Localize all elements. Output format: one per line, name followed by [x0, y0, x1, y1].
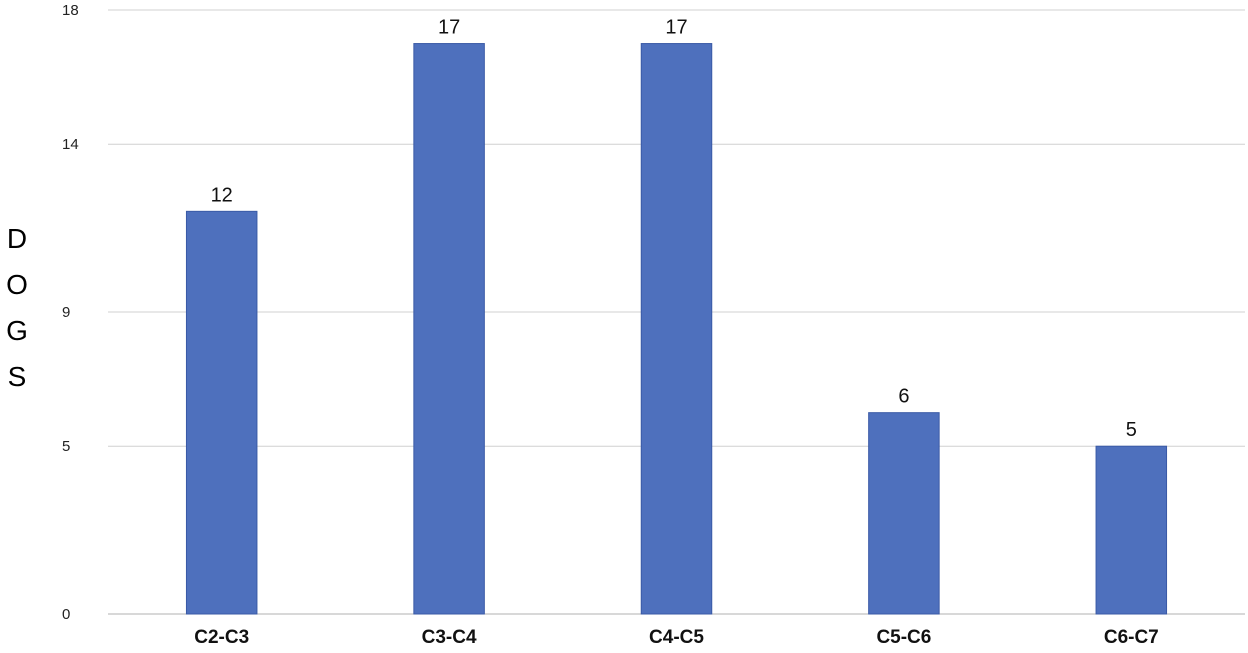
- bars: [185, 43, 1168, 615]
- x-tick-label: C3-C4: [422, 627, 477, 648]
- y-tick-label: 0: [62, 606, 70, 623]
- x-tick-label: C4-C5: [649, 627, 704, 648]
- data-label: 17: [438, 17, 460, 39]
- y-axis-ticks: 0 5 9 14 18: [62, 2, 79, 623]
- y-axis-label-letter: O: [6, 269, 28, 300]
- bar-c2-c3: [185, 210, 258, 615]
- x-tick-label: C5-C6: [876, 627, 931, 648]
- x-tick-label: C2-C3: [194, 627, 249, 648]
- y-tick-label: 5: [62, 438, 70, 455]
- bar-c4-c5: [640, 43, 713, 615]
- bar-c5-c6: [868, 412, 940, 615]
- y-tick-label: 9: [62, 304, 70, 321]
- y-axis-label-letter: S: [8, 361, 27, 392]
- y-axis-label-letter: G: [6, 315, 28, 346]
- x-tick-label: C6-C7: [1104, 627, 1159, 648]
- data-labels: 12 17 17 6 5: [211, 17, 1137, 442]
- data-label: 17: [665, 17, 687, 39]
- bar-c3-c4: [413, 43, 485, 615]
- data-label: 5: [1126, 419, 1137, 441]
- y-axis-label-letter: D: [7, 223, 27, 254]
- data-label: 12: [211, 184, 233, 206]
- y-tick-label: 18: [62, 2, 79, 19]
- x-axis-ticks: C2-C3 C3-C4 C4-C5 C5-C6 C6-C7: [194, 627, 1159, 648]
- data-label: 6: [898, 386, 909, 408]
- bar-c6-c7: [1095, 445, 1168, 615]
- y-tick-label: 14: [62, 136, 79, 153]
